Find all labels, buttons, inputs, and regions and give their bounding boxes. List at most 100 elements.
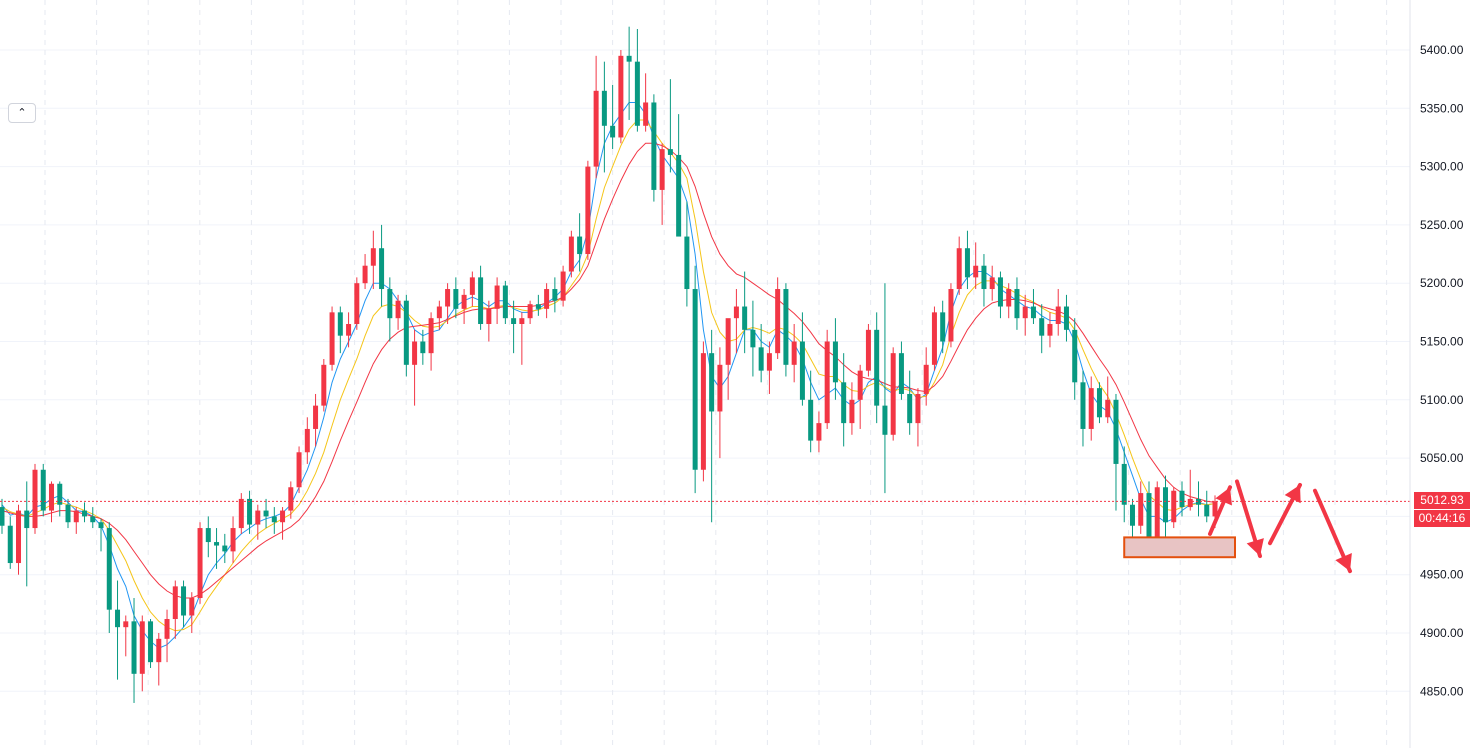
forecast-arrow: [1268, 482, 1302, 546]
candle: [205, 516, 211, 558]
candle-body: [511, 318, 517, 325]
candle: [181, 580, 187, 628]
candle: [907, 370, 913, 435]
moving-average-lines: [1, 102, 1216, 649]
candle-body: [486, 308, 492, 325]
bar-countdown-label: 00:44:16: [1414, 510, 1470, 528]
candle: [436, 300, 442, 330]
candle-body: [799, 341, 805, 400]
price-tick-label: 5200.00: [1420, 276, 1464, 290]
candle-body: [288, 487, 294, 511]
candle: [445, 283, 451, 325]
candle: [90, 507, 96, 529]
candle-body: [758, 347, 764, 371]
candle: [131, 598, 137, 703]
candle: [568, 230, 574, 278]
candle-body: [1179, 490, 1185, 508]
candle-body: [131, 621, 137, 674]
price-tick-label: 5100.00: [1420, 393, 1464, 407]
candle: [0, 498, 5, 534]
candle-body: [16, 510, 22, 564]
collapse-chevron-up-icon[interactable]: ⌃: [8, 103, 36, 123]
candle-body: [783, 289, 789, 365]
candle: [1187, 469, 1193, 511]
candle-body: [197, 528, 203, 599]
candle: [552, 277, 558, 313]
candle-body: [24, 510, 30, 529]
candle: [964, 230, 970, 290]
candle: [420, 329, 426, 365]
candle: [733, 289, 739, 354]
candle-body: [717, 364, 723, 412]
candle-body: [1014, 289, 1020, 319]
candle: [989, 265, 995, 301]
candle-body: [436, 306, 442, 319]
candle: [948, 283, 954, 348]
candle: [172, 580, 178, 639]
candle-body: [1113, 399, 1119, 464]
candle-body: [1096, 388, 1102, 418]
candle-body: [874, 329, 880, 406]
candle-body: [841, 382, 847, 424]
candle-body: [1006, 289, 1012, 307]
candle-body: [65, 504, 71, 523]
candle: [461, 289, 467, 325]
candle: [1162, 475, 1168, 546]
candle-body: [742, 306, 748, 330]
moving-average-line: [1, 102, 1216, 649]
forecast-arrow-head: [1215, 487, 1232, 506]
candle-body: [552, 289, 558, 301]
candle: [164, 609, 170, 663]
candle: [511, 300, 517, 354]
candle-body: [1212, 501, 1218, 517]
candle: [370, 230, 376, 290]
candle-body: [445, 289, 451, 307]
candle-body: [379, 248, 385, 290]
candle: [115, 580, 121, 680]
candle: [271, 507, 277, 534]
candle: [643, 73, 649, 132]
candle-body: [634, 61, 640, 126]
forecast-arrow-head: [1284, 484, 1301, 504]
candle-body: [98, 522, 104, 529]
candle-body: [940, 312, 946, 342]
forecast-arrow: [1235, 479, 1264, 559]
candle: [610, 84, 616, 150]
candle: [915, 388, 921, 447]
candle: [486, 300, 492, 342]
candle: [519, 312, 525, 365]
candle-body: [502, 285, 508, 319]
candle-body: [849, 399, 855, 424]
candle-body: [148, 621, 154, 663]
candle-body: [395, 300, 401, 319]
moving-average-line: [1, 142, 1216, 599]
candle-body: [115, 609, 121, 628]
candle: [997, 271, 1003, 319]
candle: [527, 300, 533, 325]
candle: [313, 393, 319, 447]
candle: [923, 347, 929, 406]
candle-body: [271, 516, 277, 523]
candle: [49, 481, 55, 523]
candle: [601, 61, 607, 173]
candle: [263, 498, 269, 529]
candle: [123, 615, 129, 657]
candle: [1006, 283, 1012, 319]
candle: [469, 271, 475, 307]
candle-body: [700, 353, 706, 470]
candle-body: [560, 271, 566, 301]
candle: [1105, 376, 1111, 424]
candle-body: [775, 289, 781, 354]
candle-body: [32, 469, 38, 529]
candle: [1072, 318, 1078, 400]
candle-body: [750, 329, 756, 348]
candle: [379, 224, 385, 307]
candle: [758, 324, 764, 383]
candle-body: [337, 312, 343, 336]
candle: [502, 280, 508, 325]
candle-body: [420, 341, 426, 354]
candle-body: [709, 353, 715, 412]
candle-body: [593, 90, 599, 167]
candle: [1204, 490, 1210, 523]
candle-body: [247, 498, 253, 525]
